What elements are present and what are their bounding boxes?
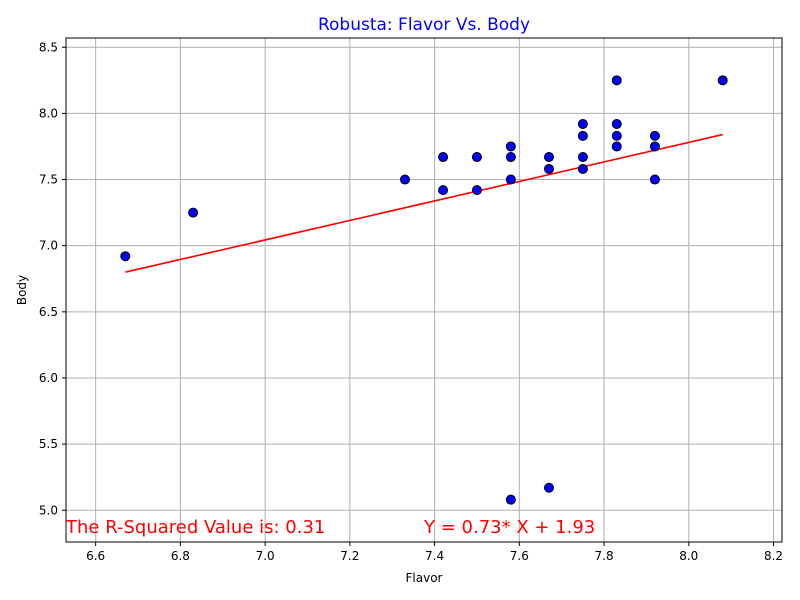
x-tick-label: 6.8 — [171, 549, 190, 563]
data-point — [543, 152, 554, 163]
x-gridlines — [95, 38, 775, 542]
data-point — [611, 118, 622, 129]
r-squared-annotation: The R-Squared Value is: 0.31 — [65, 517, 325, 538]
plot-frame — [65, 37, 783, 543]
data-point — [471, 152, 482, 163]
data-point — [611, 141, 622, 152]
data-point — [649, 141, 660, 152]
y-tick-label: 5.0 — [39, 503, 58, 517]
data-point — [717, 75, 728, 86]
x-axis-ticks: 6.6 6.8 7.0 7.2 7.4 7.6 7.8 8.0 8.2 — [86, 542, 783, 563]
x-tick-label: 7.2 — [340, 549, 359, 563]
x-tick-label: 7.8 — [595, 549, 614, 563]
y-tick-label: 5.5 — [39, 437, 58, 451]
data-point — [577, 118, 588, 129]
data-point — [505, 494, 516, 505]
data-point — [438, 185, 449, 196]
data-point — [649, 130, 660, 141]
regression-line — [125, 133, 723, 273]
data-point — [120, 251, 131, 262]
x-tick-label: 7.6 — [510, 549, 529, 563]
y-tick-label: 8.0 — [39, 106, 58, 120]
data-point — [577, 163, 588, 174]
plot-area — [66, 38, 782, 542]
data-points — [120, 75, 728, 505]
data-point — [649, 174, 660, 185]
regression-line-group — [125, 133, 723, 273]
data-point — [471, 185, 482, 196]
x-tick-label: 8.0 — [679, 549, 698, 563]
data-point — [543, 163, 554, 174]
y-tick-label: 6.5 — [39, 305, 58, 319]
regression-equation-annotation: Y = 0.73* X + 1.93 — [423, 517, 595, 538]
y-axis-label: Body — [15, 275, 29, 305]
x-tick-label: 7.0 — [256, 549, 275, 563]
y-tick-label: 7.5 — [39, 173, 58, 187]
data-point — [577, 152, 588, 163]
data-point — [505, 174, 516, 185]
x-tick-label: 7.4 — [425, 549, 444, 563]
y-tick-label: 7.0 — [39, 239, 58, 253]
data-point — [188, 207, 199, 218]
data-point — [543, 482, 554, 493]
data-point — [438, 152, 449, 163]
data-point — [399, 174, 410, 185]
data-point — [505, 152, 516, 163]
data-point — [577, 130, 588, 141]
y-tick-label: 6.0 — [39, 371, 58, 385]
x-tick-label: 6.6 — [86, 549, 105, 563]
data-point — [611, 75, 622, 86]
chart-title: Robusta: Flavor Vs. Body — [318, 15, 530, 35]
x-tick-label: 8.2 — [764, 549, 783, 563]
y-tick-label: 8.5 — [39, 40, 58, 54]
y-gridlines — [66, 46, 782, 511]
data-point — [505, 141, 516, 152]
x-axis-label: Flavor — [406, 571, 443, 585]
data-point — [611, 130, 622, 141]
y-axis-ticks: 5.0 5.5 6.0 6.5 7.0 7.5 8.0 8.5 — [39, 40, 66, 517]
